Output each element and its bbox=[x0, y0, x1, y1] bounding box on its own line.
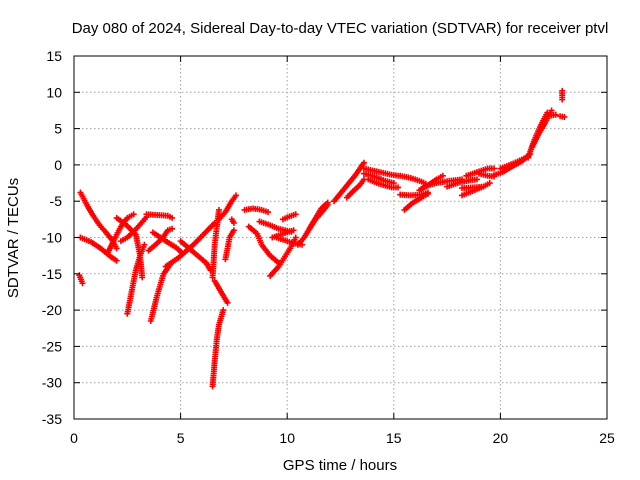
data-points bbox=[76, 87, 568, 390]
grid bbox=[74, 56, 607, 419]
data-point bbox=[230, 227, 237, 234]
y-axis-label: SDTVAR / TECUs bbox=[5, 178, 22, 298]
data-point bbox=[491, 165, 498, 172]
data-point bbox=[480, 183, 487, 190]
data-point bbox=[230, 219, 237, 226]
y-tick-label: -25 bbox=[42, 338, 62, 354]
data-point bbox=[395, 184, 402, 191]
data-point bbox=[552, 111, 559, 118]
data-point bbox=[324, 201, 331, 208]
data-point bbox=[548, 107, 555, 114]
data-point bbox=[290, 227, 297, 234]
data-point bbox=[139, 274, 146, 281]
x-tick-label: 25 bbox=[599, 430, 615, 446]
data-point bbox=[473, 176, 480, 183]
data-point bbox=[220, 307, 227, 314]
data-point bbox=[130, 211, 137, 218]
x-tick-label: 20 bbox=[493, 430, 509, 446]
data-point bbox=[439, 172, 446, 179]
y-tick-label: -10 bbox=[42, 230, 62, 246]
y-tick-label: 5 bbox=[54, 121, 62, 137]
x-tick-label: 15 bbox=[386, 430, 402, 446]
data-point bbox=[169, 214, 176, 221]
x-axis-label: GPS time / hours bbox=[283, 457, 397, 474]
y-tick-label: 15 bbox=[46, 48, 62, 64]
data-point bbox=[424, 190, 431, 197]
axis-ticks: 0 5 10 15 20 25 -35 -30 -25 -20 -15 -10 -5 0 5 10 15 bbox=[42, 48, 615, 446]
data-point bbox=[141, 241, 148, 248]
x-tick-label: 5 bbox=[177, 430, 185, 446]
data-point bbox=[113, 245, 120, 252]
data-point bbox=[79, 280, 86, 287]
x-tick-label: 10 bbox=[279, 430, 295, 446]
data-point bbox=[113, 257, 120, 264]
data-point bbox=[292, 234, 299, 241]
y-tick-label: -15 bbox=[42, 266, 62, 282]
data-point bbox=[215, 206, 222, 213]
data-point bbox=[292, 211, 299, 218]
data-point bbox=[233, 192, 240, 199]
y-tick-label: -20 bbox=[42, 302, 62, 318]
y-tick-label: -35 bbox=[42, 411, 62, 427]
data-point bbox=[486, 180, 493, 187]
data-point bbox=[224, 299, 231, 306]
data-point bbox=[561, 113, 568, 120]
y-tick-label: 10 bbox=[46, 84, 62, 100]
y-tick-label: 0 bbox=[54, 157, 62, 173]
x-tick-label: 0 bbox=[70, 430, 78, 446]
data-point bbox=[559, 96, 566, 103]
y-tick-label: -30 bbox=[42, 375, 62, 391]
y-tick-label: -5 bbox=[50, 193, 63, 209]
data-point bbox=[265, 209, 272, 216]
data-point bbox=[360, 159, 367, 166]
data-point bbox=[169, 225, 176, 232]
chart-title: Day 080 of 2024, Sidereal Day-to-day VTE… bbox=[72, 20, 609, 37]
